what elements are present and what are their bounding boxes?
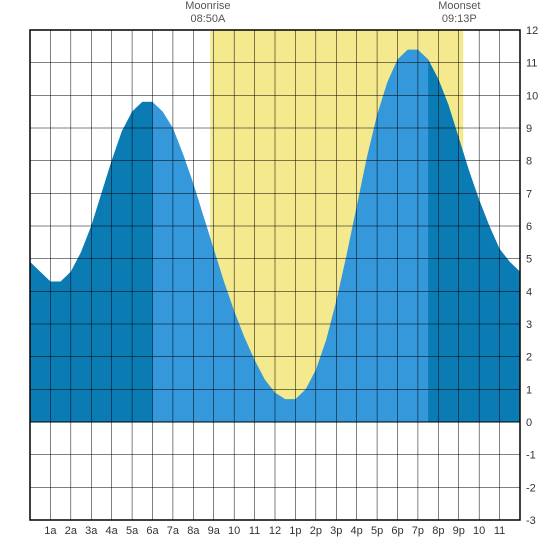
moonset-title: Moonset xyxy=(438,0,480,12)
svg-text:2p: 2p xyxy=(310,525,322,537)
svg-text:9a: 9a xyxy=(208,525,221,537)
svg-text:12: 12 xyxy=(269,525,281,537)
svg-text:12: 12 xyxy=(526,25,538,37)
chart-svg: -3-2-101234567891011121a2a3a4a5a6a7a8a9a… xyxy=(0,0,550,550)
svg-text:5: 5 xyxy=(526,254,532,266)
svg-text:0: 0 xyxy=(526,417,532,429)
svg-text:4: 4 xyxy=(526,286,532,298)
svg-text:6p: 6p xyxy=(391,525,403,537)
svg-text:-1: -1 xyxy=(526,450,536,462)
moonset-label: Moonset 09:13P xyxy=(438,0,480,26)
svg-text:8: 8 xyxy=(526,156,532,168)
svg-text:5a: 5a xyxy=(126,525,139,537)
svg-text:5p: 5p xyxy=(371,525,383,537)
svg-text:8a: 8a xyxy=(187,525,200,537)
svg-text:4p: 4p xyxy=(351,525,363,537)
svg-text:7p: 7p xyxy=(412,525,424,537)
svg-text:1: 1 xyxy=(526,384,532,396)
svg-text:10: 10 xyxy=(228,525,240,537)
svg-text:1p: 1p xyxy=(289,525,301,537)
moonrise-time: 08:50A xyxy=(190,13,225,25)
svg-text:3a: 3a xyxy=(85,525,98,537)
svg-text:4a: 4a xyxy=(106,525,119,537)
svg-text:3: 3 xyxy=(526,319,532,331)
svg-text:6a: 6a xyxy=(146,525,159,537)
svg-text:11: 11 xyxy=(526,58,537,70)
svg-text:11: 11 xyxy=(249,525,260,537)
svg-text:10: 10 xyxy=(526,90,538,102)
svg-text:7: 7 xyxy=(526,188,532,200)
tide-chart: -3-2-101234567891011121a2a3a4a5a6a7a8a9a… xyxy=(0,0,550,550)
svg-text:-2: -2 xyxy=(526,482,536,494)
svg-text:1a: 1a xyxy=(44,525,57,537)
svg-text:8p: 8p xyxy=(432,525,444,537)
svg-text:3p: 3p xyxy=(330,525,342,537)
svg-text:6: 6 xyxy=(526,221,532,233)
svg-text:2a: 2a xyxy=(65,525,78,537)
svg-text:10: 10 xyxy=(473,525,485,537)
moonrise-label: Moonrise 08:50A xyxy=(185,0,230,26)
svg-text:-3: -3 xyxy=(526,515,536,527)
moonset-time: 09:13P xyxy=(442,13,477,25)
svg-text:2: 2 xyxy=(526,352,532,364)
moonrise-title: Moonrise xyxy=(185,0,230,12)
svg-text:7a: 7a xyxy=(167,525,180,537)
svg-text:9p: 9p xyxy=(453,525,465,537)
svg-text:11: 11 xyxy=(494,525,505,537)
svg-text:9: 9 xyxy=(526,123,532,135)
